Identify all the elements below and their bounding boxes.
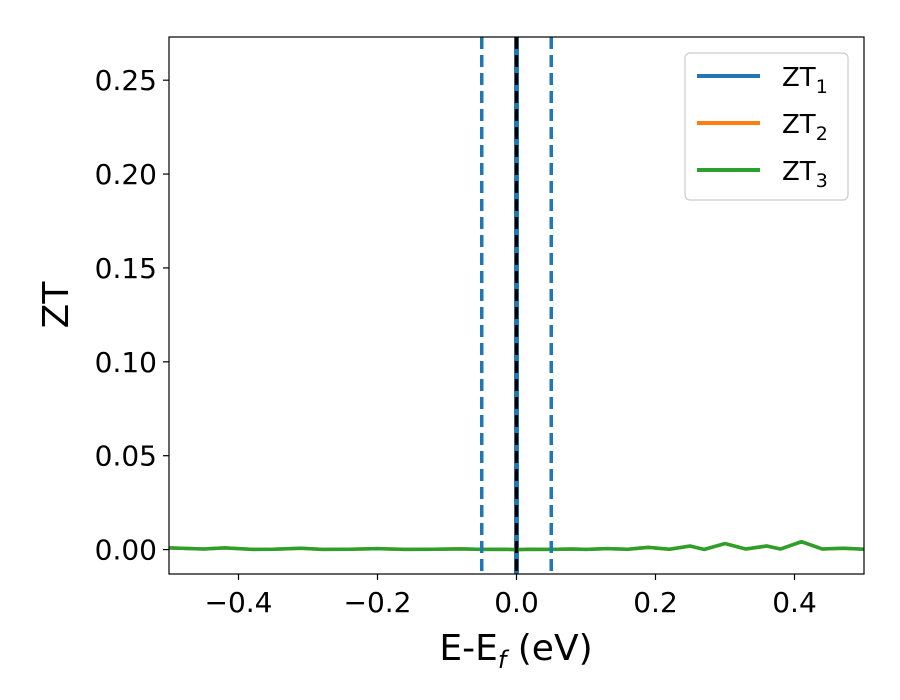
x-tick-label: −0.2 [344,586,412,619]
series-line-zt1 [514,37,519,574]
legend-label-zt1: ZT1 [782,63,828,98]
y-axis-title: ZT [36,281,77,329]
legend-frame [684,52,849,201]
x-axis-title: E-Ef (eV) [439,628,592,674]
x-tick-label: −0.4 [205,586,273,619]
legend-label-zt2: ZT2 [782,110,828,145]
x-tick-label: 0.4 [772,586,817,619]
x-axis-title-main: E-E [439,628,497,669]
x-tick-label: 0.0 [494,586,539,619]
y-tick-label: 0.25 [95,64,157,97]
y-tick-label: 0.15 [95,252,157,285]
y-tick-label: 0.05 [95,440,157,473]
y-tick-label: 0.10 [95,346,157,379]
x-axis-title-unit: (eV) [506,628,592,669]
y-tick-label: 0.00 [95,534,157,567]
legend-label-zt3: ZT3 [782,157,828,192]
legend: ZT1 ZT2 ZT3 [684,52,849,201]
x-tick-label: 0.2 [633,586,678,619]
y-tick-label: 0.20 [95,158,157,191]
